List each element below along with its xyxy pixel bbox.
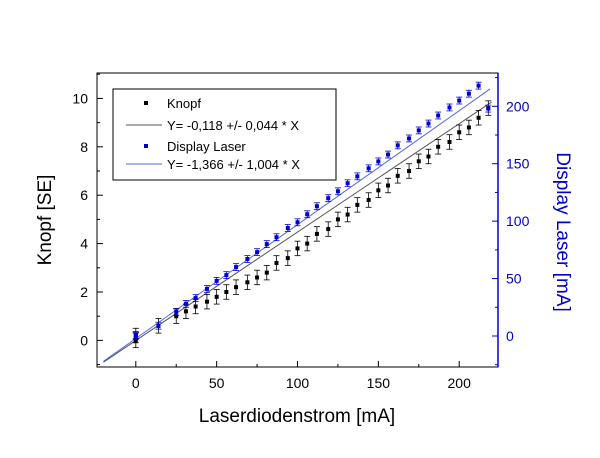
data-point-display bbox=[426, 121, 431, 126]
data-point-knopf bbox=[355, 202, 360, 207]
data-point-display bbox=[255, 250, 260, 255]
y-right-tick-label: 100 bbox=[506, 213, 530, 229]
data-point-display bbox=[345, 181, 350, 186]
data-point-knopf bbox=[174, 314, 179, 319]
y-left-tick-label: 4 bbox=[80, 236, 88, 252]
data-point-knopf bbox=[245, 280, 250, 285]
y-right-tick-label: 200 bbox=[506, 98, 530, 114]
data-point-display bbox=[214, 278, 219, 283]
fit-line-display bbox=[103, 88, 491, 362]
data-point-knopf bbox=[426, 154, 431, 159]
data-point-display bbox=[436, 113, 441, 118]
data-point-display bbox=[466, 91, 471, 96]
data-point-knopf bbox=[314, 231, 319, 236]
data-point-knopf bbox=[466, 125, 471, 130]
data-point-display bbox=[264, 242, 269, 247]
data-point-display bbox=[224, 273, 229, 278]
x-tick-label: 100 bbox=[286, 375, 310, 391]
data-point-knopf bbox=[224, 289, 229, 294]
legend-label-knopf: Knopf bbox=[167, 96, 201, 111]
data-point-display bbox=[274, 235, 279, 240]
data-point-knopf bbox=[305, 241, 310, 246]
data-point-knopf bbox=[335, 217, 340, 222]
data-point-knopf bbox=[395, 173, 400, 178]
data-point-knopf bbox=[366, 198, 371, 203]
data-point-knopf bbox=[345, 212, 350, 217]
y-axis-right-label: Display Laser [mA] bbox=[552, 152, 573, 311]
data-point-display bbox=[366, 166, 371, 171]
legend-box bbox=[112, 88, 337, 181]
data-point-knopf bbox=[416, 159, 421, 164]
data-point-knopf bbox=[457, 130, 462, 135]
y-left-tick-label: 2 bbox=[80, 284, 88, 300]
data-point-knopf bbox=[234, 285, 239, 290]
legend-label-display: Display Laser bbox=[167, 139, 246, 154]
legend-marker-knopf bbox=[144, 101, 148, 105]
data-point-display bbox=[407, 136, 412, 141]
data-point-display bbox=[234, 265, 239, 270]
data-point-knopf bbox=[255, 275, 260, 280]
x-tick-label: 150 bbox=[367, 375, 391, 391]
x-tick-label: 0 bbox=[132, 375, 140, 391]
y-right-tick-label: 150 bbox=[506, 156, 530, 172]
data-point-display bbox=[355, 174, 360, 179]
data-point-knopf bbox=[447, 139, 452, 144]
x-tick-label: 200 bbox=[448, 375, 472, 391]
data-point-display bbox=[457, 98, 462, 103]
data-point-display bbox=[183, 301, 188, 306]
legend-marker-display bbox=[144, 144, 148, 148]
y-left-tick-label: 8 bbox=[80, 139, 88, 155]
y-right-tick-label: 50 bbox=[506, 271, 522, 287]
legend-label-display-fit: Y= -1,366 +/- 1,004 * X bbox=[167, 157, 300, 172]
data-point-display bbox=[335, 189, 340, 194]
data-point-display bbox=[416, 128, 421, 133]
data-point-knopf bbox=[204, 299, 209, 304]
data-point-display bbox=[447, 105, 452, 110]
y-left-tick-label: 10 bbox=[72, 90, 88, 106]
data-point-knopf bbox=[264, 270, 269, 275]
data-point-knopf bbox=[326, 227, 331, 232]
data-point-display bbox=[156, 323, 161, 328]
data-point-knopf bbox=[274, 260, 279, 265]
fit-line-knopf bbox=[103, 101, 492, 363]
data-point-display bbox=[326, 196, 331, 201]
y-right-tick-label: 0 bbox=[506, 328, 514, 344]
data-point-knopf bbox=[214, 294, 219, 299]
y-left-tick-label: 6 bbox=[80, 187, 88, 203]
data-point-knopf bbox=[183, 309, 188, 314]
y-axis-left-label: Knopf [SE] bbox=[35, 175, 56, 266]
data-point-display bbox=[295, 220, 300, 225]
x-tick-label: 50 bbox=[209, 375, 225, 391]
legend: Knopf Y= -0,118 +/- 0,044 * X Display La… bbox=[112, 88, 337, 181]
data-point-knopf bbox=[295, 246, 300, 251]
y-left-tick-label: 0 bbox=[80, 332, 88, 348]
data-point-knopf bbox=[193, 304, 198, 309]
data-point-knopf bbox=[376, 188, 381, 193]
data-point-display bbox=[476, 83, 481, 88]
data-point-display bbox=[204, 286, 209, 291]
data-point-display bbox=[193, 296, 198, 301]
data-point-display bbox=[174, 309, 179, 314]
data-point-display bbox=[486, 106, 491, 111]
data-point-display bbox=[285, 226, 290, 231]
data-point-display bbox=[386, 152, 391, 157]
data-point-display bbox=[133, 332, 138, 337]
data-point-display bbox=[395, 143, 400, 148]
legend-label-knopf-fit: Y= -0,118 +/- 0,044 * X bbox=[167, 118, 299, 133]
data-point-knopf bbox=[407, 169, 412, 173]
data-point-display bbox=[245, 257, 250, 262]
data-point-knopf bbox=[285, 256, 290, 261]
data-point-knopf bbox=[436, 144, 441, 149]
x-axis-label: Laserdiodenstrom [mA] bbox=[199, 406, 395, 427]
data-point-display bbox=[314, 204, 319, 209]
data-point-display bbox=[376, 159, 381, 164]
data-point-knopf bbox=[476, 115, 481, 120]
data-point-display bbox=[305, 212, 310, 217]
data-point-knopf bbox=[386, 183, 391, 188]
